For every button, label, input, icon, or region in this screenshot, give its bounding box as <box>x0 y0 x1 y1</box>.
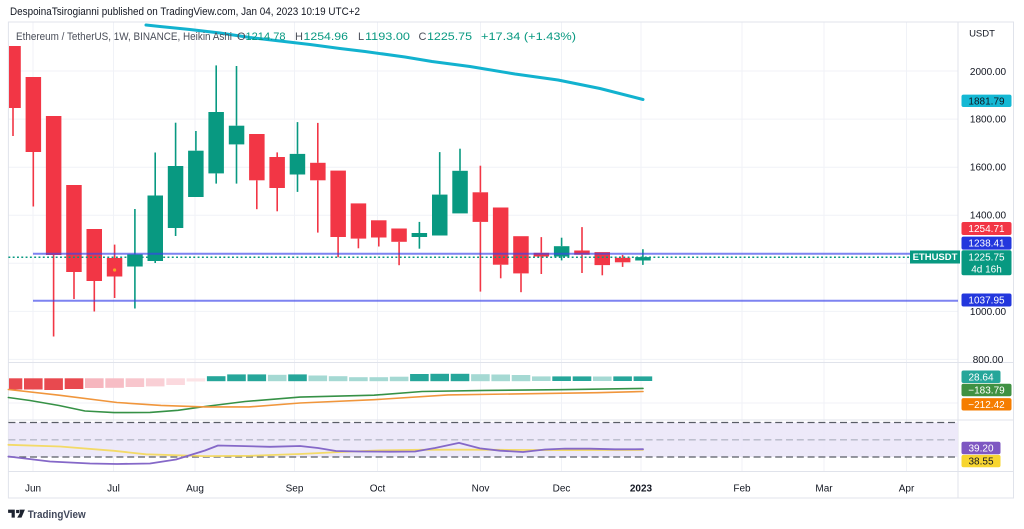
svg-text:Dec: Dec <box>553 484 571 495</box>
svg-text:Jul: Jul <box>107 484 120 495</box>
svg-text:Jun: Jun <box>25 484 41 495</box>
svg-text:C: C <box>419 31 427 43</box>
svg-text:1600.00: 1600.00 <box>970 163 1007 174</box>
svg-text:39.20: 39.20 <box>968 443 993 454</box>
svg-text:2023: 2023 <box>630 484 653 495</box>
svg-text:2000.00: 2000.00 <box>970 67 1007 78</box>
svg-text:4d 16h: 4d 16h <box>971 265 1002 276</box>
svg-text:Oct: Oct <box>370 484 386 495</box>
svg-text:1881.79: 1881.79 <box>968 96 1005 107</box>
svg-text:DespoinaTsirogianni published: DespoinaTsirogianni published on Trading… <box>10 6 360 18</box>
svg-text:L: L <box>358 31 364 43</box>
svg-text:−183.79: −183.79 <box>968 386 1005 397</box>
svg-text:1000.00: 1000.00 <box>970 307 1007 318</box>
svg-text:−212.42: −212.42 <box>968 400 1005 411</box>
svg-text:1400.00: 1400.00 <box>970 211 1007 222</box>
svg-text:H: H <box>295 31 303 43</box>
svg-text:28.64: 28.64 <box>968 372 993 383</box>
svg-text:1800.00: 1800.00 <box>970 115 1007 126</box>
svg-text:TradingView: TradingView <box>28 509 86 521</box>
svg-text:1193.00: 1193.00 <box>365 31 410 43</box>
svg-text:ETHUSDT: ETHUSDT <box>913 252 958 263</box>
svg-text:Aug: Aug <box>186 484 204 495</box>
svg-text:Sep: Sep <box>286 484 304 495</box>
svg-text:O: O <box>237 31 246 43</box>
svg-text:1238.41: 1238.41 <box>968 239 1005 250</box>
svg-text:1214.78: 1214.78 <box>246 31 286 43</box>
svg-text:+17.34 (+1.43%): +17.34 (+1.43%) <box>481 31 576 43</box>
svg-text:1225.75: 1225.75 <box>968 252 1005 263</box>
svg-text:Apr: Apr <box>899 484 915 495</box>
svg-text:Ethereum / TetherUS, 1W, BINAN: Ethereum / TetherUS, 1W, BINANCE, Heikin… <box>16 31 232 43</box>
svg-text:1037.95: 1037.95 <box>968 296 1005 307</box>
svg-text:Mar: Mar <box>815 484 833 495</box>
svg-text:Feb: Feb <box>733 484 751 495</box>
svg-text:1254.71: 1254.71 <box>968 224 1005 235</box>
svg-text:Nov: Nov <box>472 484 490 495</box>
svg-text:1225.75: 1225.75 <box>427 31 472 43</box>
svg-text:1254.96: 1254.96 <box>304 31 349 43</box>
svg-text:USDT: USDT <box>969 29 995 40</box>
svg-text:38.55: 38.55 <box>968 457 993 468</box>
svg-text:800.00: 800.00 <box>973 355 1004 366</box>
